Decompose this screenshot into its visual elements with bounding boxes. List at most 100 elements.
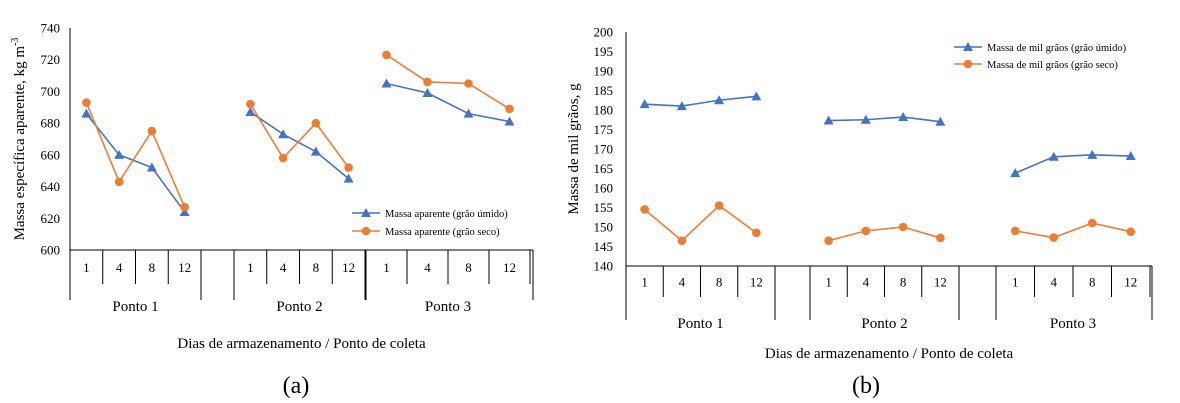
series-line [249, 103, 350, 169]
data-point [344, 163, 353, 172]
y-axis-title: Massa específica aparente, kg m-3 [10, 38, 28, 241]
data-point [1049, 233, 1059, 242]
series-line [1015, 222, 1131, 239]
group-label: Ponto 2 [276, 299, 322, 315]
x-tick-label: 4 [280, 260, 287, 275]
y-axis-title-main: Massa específica aparente, kg m [12, 46, 28, 241]
x-tick-label: 4 [679, 275, 686, 290]
x-tick-label: 12 [934, 275, 947, 290]
data-point [311, 118, 321, 128]
data-point [935, 116, 946, 126]
data-point [714, 95, 725, 105]
chart-b: 140 145 150 155 160 165 170 175 180 185 190 195 200 1… [566, 25, 1153, 399]
data-point [898, 112, 909, 122]
legend-marker [361, 208, 371, 217]
x-tick-label: 1 [247, 260, 254, 275]
series-line [386, 82, 510, 123]
legend-marker [963, 42, 973, 51]
x-tick-label: 1 [641, 275, 648, 290]
data-point [464, 79, 473, 88]
legend-label: Massa aparente (grão seco) [385, 227, 500, 238]
legend-marker [963, 59, 973, 69]
data-point [180, 202, 189, 212]
data-point [1125, 151, 1136, 161]
y-tick-label: 680 [41, 116, 61, 131]
x-tick-label: 8 [149, 260, 156, 275]
y-tick-label: 640 [41, 179, 61, 194]
y-tick-label: 720 [41, 52, 61, 67]
x-tick-label: 8 [716, 275, 723, 290]
y-tick-label: 145 [594, 239, 614, 254]
legend-label: Massa de mil grãos (grão seco) [987, 60, 1118, 71]
data-point [860, 114, 871, 124]
x-tick-label: 12 [750, 275, 763, 290]
data-point [343, 173, 354, 183]
data-point [676, 101, 687, 111]
chart-a: 600 620 640 660 680 700 720 740 1 4 8 12 Ponto 1 1 4 8 1… [10, 21, 534, 399]
y-tick-label: 700 [41, 84, 61, 99]
data-point [382, 50, 391, 60]
data-point [310, 146, 321, 156]
data-point [278, 129, 289, 139]
x-tick-label: 4 [863, 275, 870, 290]
panel-label: (b) [852, 373, 880, 399]
data-point [423, 77, 432, 87]
y-tick-label: 140 [594, 259, 614, 274]
panel-label: (a) [283, 373, 310, 399]
data-point [714, 201, 724, 210]
series-line [644, 204, 757, 242]
data-point [1087, 218, 1097, 228]
y-tick-label: 155 [594, 200, 614, 215]
data-point [824, 236, 833, 245]
data-point [752, 228, 761, 238]
y-axis-title: Massa de mil grãos, g [566, 83, 582, 215]
data-point [381, 78, 392, 88]
y-tick-label: 600 [41, 243, 61, 258]
x-tick-label: 4 [424, 260, 431, 275]
legend-marker [361, 226, 371, 236]
x-tick-label: 1 [825, 275, 832, 290]
data-point [1010, 226, 1020, 236]
x-tick-label: 12 [342, 260, 355, 275]
data-point [936, 233, 945, 243]
x-tick-label: 4 [1051, 275, 1058, 290]
data-point [751, 91, 762, 101]
data-point [114, 177, 124, 187]
data-point [1126, 227, 1136, 236]
data-point [898, 222, 908, 232]
legend-label: Massa de mil grãos (grão úmido) [987, 43, 1127, 54]
series-line [85, 113, 186, 213]
series-line [828, 116, 941, 123]
y-axis-title-main: Massa de mil grãos, g [566, 83, 582, 215]
x-tick-label: 8 [313, 260, 320, 275]
data-point [245, 107, 256, 117]
data-point [1048, 151, 1059, 161]
group-label: Ponto 3 [1050, 316, 1096, 332]
x-tick-label: 1 [1012, 275, 1019, 290]
y-axis-title-superscript: -3 [10, 38, 21, 46]
y-tick-label: 740 [41, 21, 61, 36]
series-line [386, 54, 510, 110]
data-point [1087, 149, 1098, 159]
series-line [828, 226, 941, 242]
data-point [81, 108, 92, 118]
y-tick-label: 660 [41, 147, 61, 162]
x-tick-label: 12 [178, 260, 191, 275]
x-tick-label: 8 [465, 260, 472, 275]
x-tick-label: 12 [503, 260, 516, 275]
y-tick-label: 160 [594, 181, 614, 196]
group-label: Ponto 3 [425, 299, 471, 315]
series-line [1014, 154, 1131, 174]
y-tick-label: 165 [594, 161, 614, 176]
data-point [82, 98, 91, 107]
y-tick-label: 620 [41, 211, 61, 226]
data-point [114, 149, 125, 159]
y-tick-label: 180 [594, 103, 614, 118]
series-line [85, 102, 186, 208]
x-axis-title: Dias de armazenamento / Ponto de coleta [765, 346, 1014, 362]
x-tick-label: 1 [83, 260, 90, 275]
data-point [246, 99, 255, 109]
data-point [463, 108, 474, 118]
y-tick-label: 185 [594, 83, 614, 98]
group-label: Ponto 1 [677, 316, 723, 332]
